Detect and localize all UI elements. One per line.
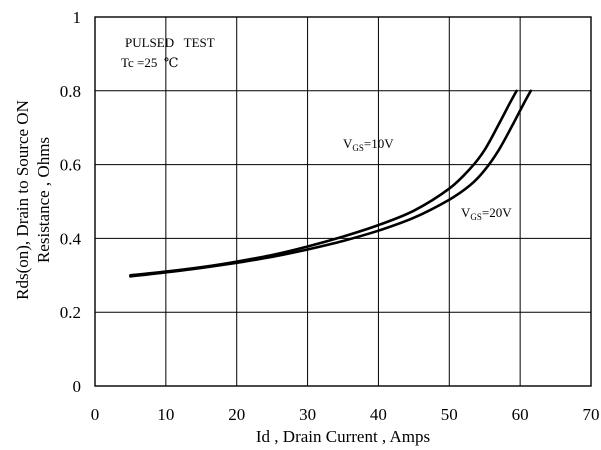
x-tick-label: 30: [299, 405, 316, 424]
series-label-vgs20-value: =20V: [482, 205, 512, 220]
y-tick-label: 0: [73, 377, 82, 396]
x-tick-label: 20: [228, 405, 245, 424]
x-tick-label: 0: [91, 405, 100, 424]
y-tick-label: 1: [73, 8, 82, 27]
series-label-vgs20-main: V: [461, 205, 471, 220]
y-axis-label-line1: Rds(on), Drain to Source ON: [13, 100, 32, 300]
y-tick-label: 0.4: [60, 229, 82, 248]
y-tick-label: 0.2: [60, 303, 81, 322]
y-axis-label-line2: Resistance , Ohms: [34, 137, 53, 263]
series-label-vgs10-value: =10V: [364, 136, 394, 151]
series-label-vgs10-sub: GS: [352, 143, 364, 153]
x-tick-label: 60: [512, 405, 529, 424]
grid: [95, 17, 591, 386]
x-axis-ticks: 0 10 20 30 40 50 60 70: [91, 405, 600, 424]
x-tick-label: 70: [583, 405, 600, 424]
series-label-vgs20: VGS=20V: [461, 205, 512, 222]
series-line-vgs20: [129, 89, 533, 278]
y-tick-label: 0.6: [60, 156, 81, 175]
curves: [129, 89, 533, 278]
series-line-vgs10: [129, 89, 518, 277]
series-label-vgs20-sub: GS: [470, 212, 482, 222]
x-tick-label: 50: [441, 405, 458, 424]
series-label-vgs10-main: V: [343, 136, 353, 151]
x-tick-label: 40: [370, 405, 387, 424]
pulsed-test-annotation: PULSED TEST: [125, 35, 215, 50]
series-label-vgs10: VGS=10V: [343, 136, 394, 153]
x-axis-label: Id , Drain Current , Amps: [256, 427, 430, 446]
y-tick-label: 0.8: [60, 82, 81, 101]
case-temp-annotation: Tc =25 ℃: [121, 55, 178, 70]
x-tick-label: 10: [157, 405, 174, 424]
y-axis-ticks: 0 0.2 0.4 0.6 0.8 1: [60, 8, 82, 396]
plot-frame: [94, 16, 592, 387]
